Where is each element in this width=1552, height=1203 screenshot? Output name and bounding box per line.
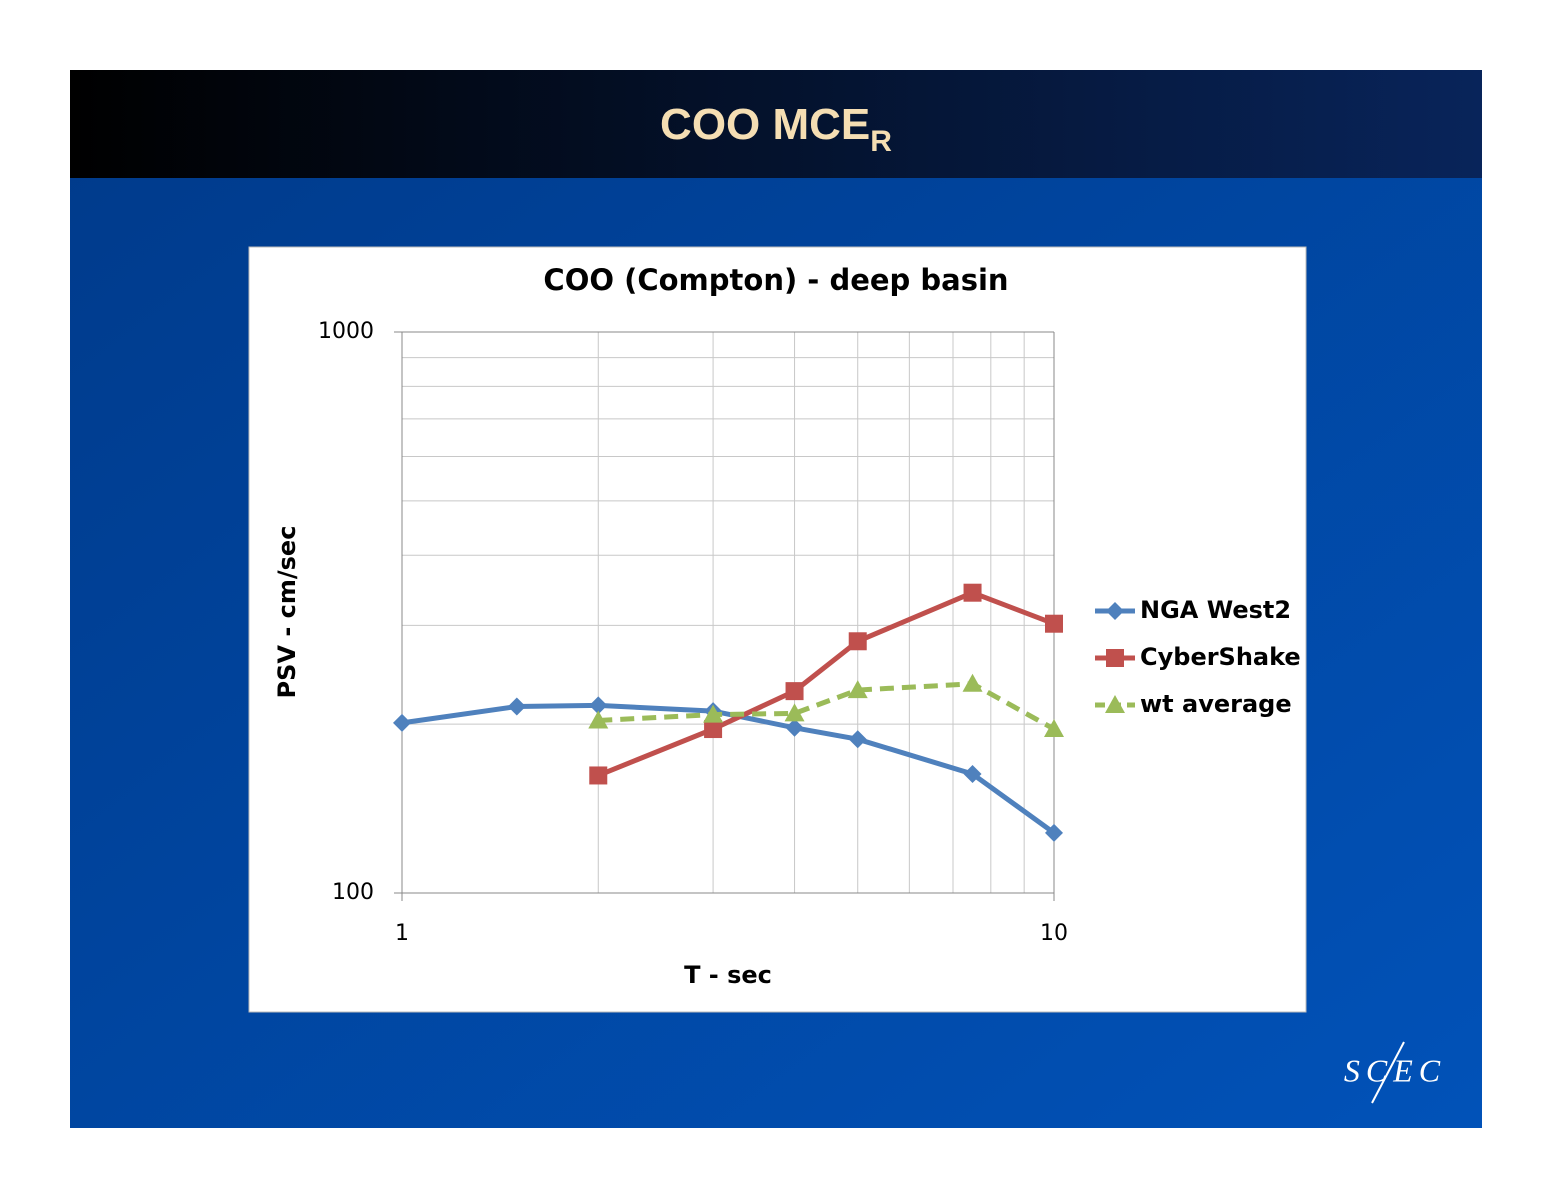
marker [704, 720, 723, 739]
series-line [598, 681, 1056, 732]
slide-title-subscript: R [870, 125, 892, 158]
series-line [401, 702, 1056, 835]
slide-title-main: COO MCE [660, 100, 870, 149]
marker [1044, 719, 1064, 738]
marker [1106, 649, 1124, 667]
marker [393, 713, 411, 732]
chart-area [248, 246, 1307, 1013]
marker [589, 696, 608, 715]
marker [847, 680, 868, 699]
slide-title: COO MCER [660, 100, 892, 158]
marker [703, 704, 724, 723]
x-tick-label: 1 [395, 921, 409, 946]
legend-label: NGA West2 [1140, 596, 1291, 624]
x-axis-label: T - sec [684, 961, 772, 989]
marker [1105, 695, 1125, 713]
marker [848, 730, 867, 749]
marker [784, 703, 805, 722]
marker [1045, 614, 1063, 633]
x-tick-label: 10 [1040, 921, 1068, 946]
marker [962, 673, 983, 692]
marker [963, 764, 982, 783]
marker [507, 697, 526, 716]
header-band [70, 70, 1482, 178]
y-tick-label: 1000 [318, 319, 374, 344]
marker [848, 632, 867, 651]
y-axis-label: PSV - cm/sec [273, 526, 301, 699]
marker [963, 583, 982, 602]
marker [785, 718, 804, 737]
marker [1045, 823, 1063, 842]
marker [785, 682, 804, 701]
legend-label: CyberShake [1140, 643, 1301, 671]
logo-slash [1371, 1041, 1405, 1104]
y-tick-label: 100 [332, 880, 374, 905]
chart-title: COO (Compton) - deep basin [543, 263, 1008, 297]
marker [589, 766, 608, 785]
marker [588, 710, 609, 729]
marker [1106, 602, 1124, 620]
series-line [597, 590, 1055, 778]
logo: SCEC [1344, 1052, 1446, 1088]
legend-label: wt average [1140, 690, 1292, 718]
